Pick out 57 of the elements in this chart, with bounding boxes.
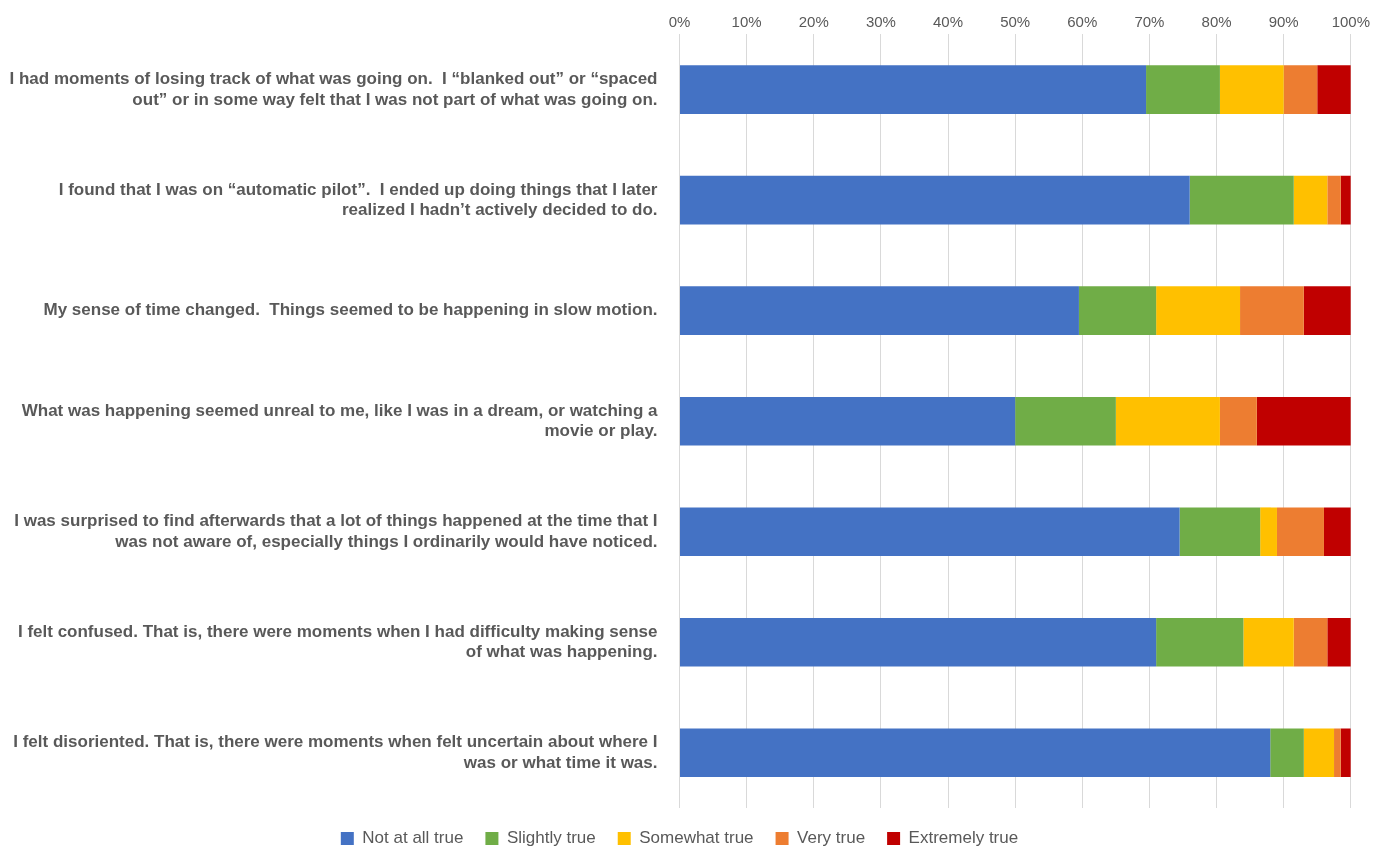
y-tick-label: I felt disoriented. That is, there were moments when felt uncertain about where I was or what time it was. (13, 732, 658, 772)
bar (680, 65, 1147, 114)
bar (680, 286, 1079, 335)
bar (1303, 728, 1335, 778)
x-tick-label: 100% (1331, 12, 1371, 30)
bar (1303, 286, 1351, 335)
bar (680, 175, 1190, 225)
x-tick-label: 70% (1134, 12, 1165, 30)
y-tick-label: I had moments of losing track of what was going on. I “blanked out” or “spaced out” or in some way felt that I was not part of what was going on. (9, 69, 658, 109)
x-tick-label: 20% (798, 12, 829, 30)
bar (680, 396, 1016, 446)
bar (1323, 507, 1351, 557)
bar (1240, 286, 1304, 335)
bar (1115, 396, 1220, 446)
bar (1327, 617, 1351, 667)
bar (1293, 175, 1328, 225)
bar (1078, 286, 1157, 335)
x-tick-label: 90% (1268, 12, 1299, 30)
bar (1219, 65, 1284, 114)
y-tick-label: I felt confused. That is, there were moments when I had difficulty making sense of what was happening. (17, 621, 658, 662)
bar (1156, 286, 1241, 335)
legend-label: Extremely true (908, 828, 1019, 848)
x-tick-label: 0% (668, 12, 691, 30)
bar (1260, 507, 1277, 557)
bar (680, 617, 1157, 667)
legend-label: Slightly true (506, 828, 596, 848)
bar (1189, 175, 1294, 225)
x-tick-label: 30% (865, 12, 896, 30)
bar (1334, 728, 1341, 778)
bar (1340, 728, 1351, 778)
bar (1179, 507, 1261, 557)
y-tick-label: What was happening seemed unreal to me, like I was in a dream, or watching a movie or play. (21, 400, 659, 441)
bar (1327, 175, 1341, 225)
bar (1256, 396, 1351, 446)
bar (1283, 65, 1318, 114)
bar (680, 507, 1180, 557)
legend-label: Very true (797, 828, 866, 848)
x-tick-label: 40% (933, 12, 964, 30)
bar (680, 728, 1271, 778)
x-tick-label: 50% (1000, 12, 1031, 30)
bar (1276, 507, 1324, 557)
bar (1317, 65, 1351, 114)
legend-label: Somewhat true (639, 828, 754, 848)
bar (1293, 617, 1328, 667)
bar (1243, 617, 1294, 667)
x-tick-label: 60% (1067, 12, 1098, 30)
bar (1156, 617, 1244, 667)
legend-label: Not at all true (362, 828, 464, 848)
y-tick-label: I was surprised to find afterwards that a lot of things happened at the time that I was not aware of, especially things I ordinarily would have noticed. (14, 511, 658, 551)
bar (1015, 396, 1116, 446)
bar (1219, 396, 1257, 446)
bar (1146, 65, 1220, 114)
x-tick-label: 80% (1201, 12, 1232, 30)
bar (1270, 728, 1304, 778)
y-tick-label: My sense of time changed. Things seemed to be happening in slow motion. (43, 300, 658, 320)
y-tick-label: I found that I was on “automatic pilot”. I ended up doing things that I later realized I hadn’t actively decided to do. (58, 179, 658, 220)
x-tick-label: 10% (731, 12, 762, 30)
